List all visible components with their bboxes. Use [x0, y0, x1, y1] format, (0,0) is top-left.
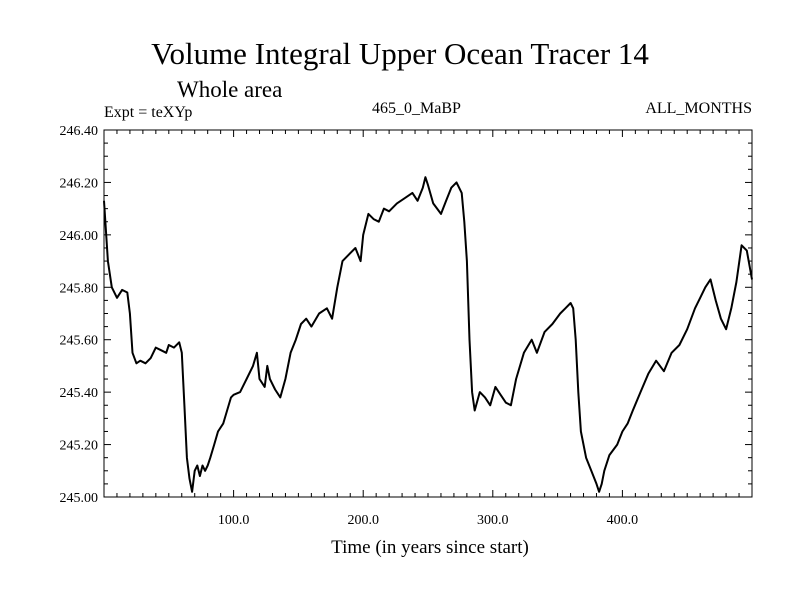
- y-tick-label: 246.00: [60, 229, 99, 244]
- x-tick-labels: 100.0 200.0 300.0 400.0: [218, 513, 638, 528]
- run-id-label: 465_0_MaBP: [372, 100, 461, 117]
- y-tick-label: 245.60: [60, 334, 99, 349]
- y-tick-label: 245.00: [60, 491, 99, 506]
- y-tick-label: 245.80: [60, 281, 99, 296]
- plot-frame: [103, 129, 753, 498]
- x-tick-label: 100.0: [218, 513, 250, 528]
- months-label: ALL_MONTHS: [645, 100, 752, 117]
- x-axis-label: Time (in years since start): [331, 537, 529, 558]
- x-tick-label: 400.0: [607, 513, 639, 528]
- chart-subtitle: Whole area: [177, 77, 283, 102]
- experiment-label: Expt = teXYp: [104, 104, 193, 121]
- y-tick-label: 246.40: [60, 124, 99, 139]
- y-tick-labels: 245.00 245.20 245.40 245.60 245.80 246.00 246.…: [60, 124, 99, 506]
- x-tick-label: 300.0: [477, 513, 509, 528]
- y-tick-label: 245.40: [60, 386, 99, 401]
- series-line: [103, 176, 753, 493]
- x-tick-label: 200.0: [347, 513, 379, 528]
- y-tick-label: 245.20: [60, 439, 99, 454]
- y-tick-label: 246.20: [60, 176, 99, 191]
- chart-title: Volume Integral Upper Ocean Tracer 14: [151, 36, 649, 71]
